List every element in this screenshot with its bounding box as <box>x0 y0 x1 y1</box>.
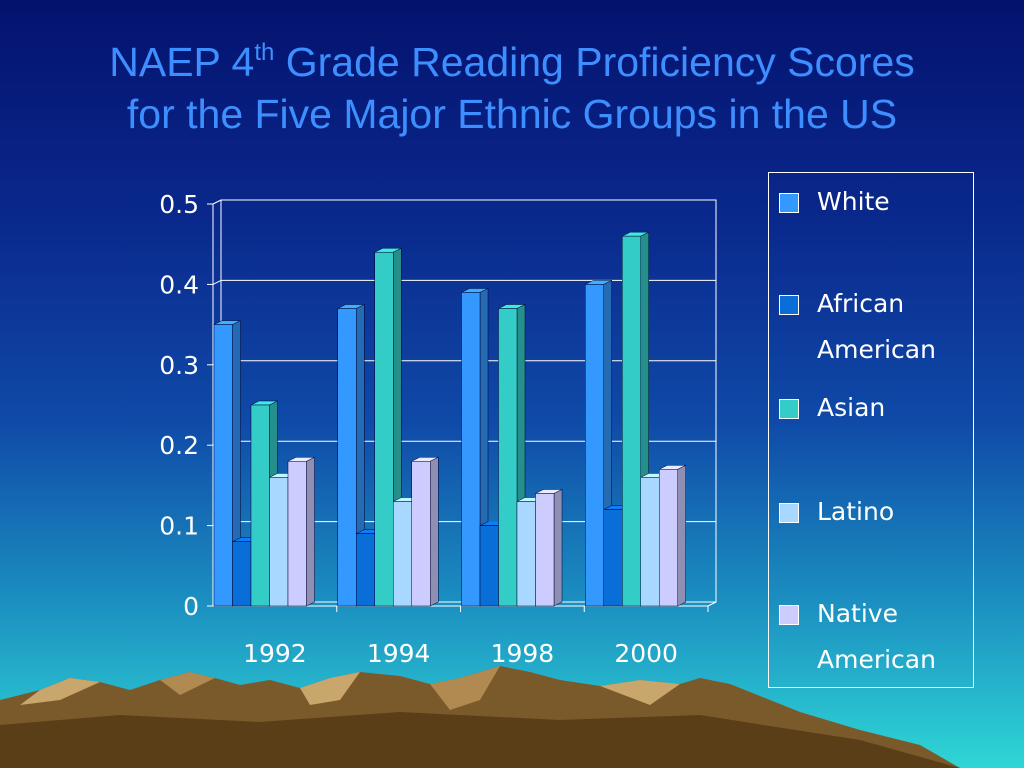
legend-label: American <box>817 645 936 674</box>
title-superscript: th <box>254 39 275 66</box>
bar <box>640 477 660 607</box>
title-line2: for the Five Major Ethnic Groups in the … <box>126 91 898 137</box>
legend-label: Native <box>817 599 898 628</box>
bar-side <box>430 456 439 607</box>
gridline-depth <box>212 279 222 285</box>
bar <box>603 509 623 607</box>
bar <box>411 461 431 607</box>
bar <box>250 404 270 607</box>
y-tick-label: 0 <box>183 592 199 621</box>
bar <box>516 501 536 607</box>
bar <box>393 501 412 607</box>
x-tick-label: 1994 <box>367 639 431 668</box>
bar <box>269 477 289 607</box>
bar <box>622 235 641 607</box>
legend-swatch <box>779 295 799 315</box>
legend-item: African American <box>779 281 936 373</box>
gridline-depth <box>212 199 222 205</box>
mountain-range <box>0 666 960 768</box>
bar <box>585 284 604 607</box>
bar <box>535 493 555 607</box>
legend-item: White <box>779 179 890 225</box>
slide-title: NAEP 4th Grade Reading Proficiency Score… <box>0 36 1024 140</box>
bar <box>461 292 481 607</box>
legend-swatch <box>779 193 799 213</box>
bar-side <box>306 456 315 607</box>
x-tick-label: 1992 <box>243 639 307 668</box>
bar-side <box>677 464 686 607</box>
bar <box>374 251 394 607</box>
y-tick-label: 0.2 <box>159 431 199 460</box>
bar <box>232 541 252 607</box>
legend-swatch <box>779 503 799 523</box>
legend-label: Asian <box>817 393 886 422</box>
legend-label: American <box>817 335 936 364</box>
chart-legend: White African American Asian Latino Native Ame… <box>768 172 974 688</box>
legend-label: Latino <box>817 497 895 526</box>
bar <box>479 525 499 607</box>
bar-side <box>553 489 563 607</box>
bar <box>337 308 357 607</box>
title-line1-suffix: Grade Reading Proficiency Scores <box>274 39 915 85</box>
bar <box>213 324 233 607</box>
bar <box>356 533 375 607</box>
y-tick-label: 0.3 <box>159 351 199 380</box>
x-axis-depth-line <box>707 601 717 607</box>
y-tick-label: 0.4 <box>159 270 199 299</box>
bar <box>498 308 518 607</box>
bar <box>659 469 678 607</box>
legend-swatch <box>779 605 799 625</box>
y-tick-label: 0.5 <box>159 190 199 219</box>
legend-item: Asian <box>779 385 885 431</box>
title-line1-prefix: NAEP 4 <box>109 39 255 85</box>
legend-label: White <box>817 187 890 216</box>
legend-label: African <box>817 289 905 318</box>
legend-swatch <box>779 399 799 419</box>
x-tick-label: 1998 <box>491 639 555 668</box>
legend-item: Latino <box>779 489 894 535</box>
y-tick-label: 0.1 <box>159 512 199 541</box>
bar <box>287 461 307 607</box>
x-tick-label: 2000 <box>614 639 678 668</box>
legend-item: Native American <box>779 591 936 683</box>
